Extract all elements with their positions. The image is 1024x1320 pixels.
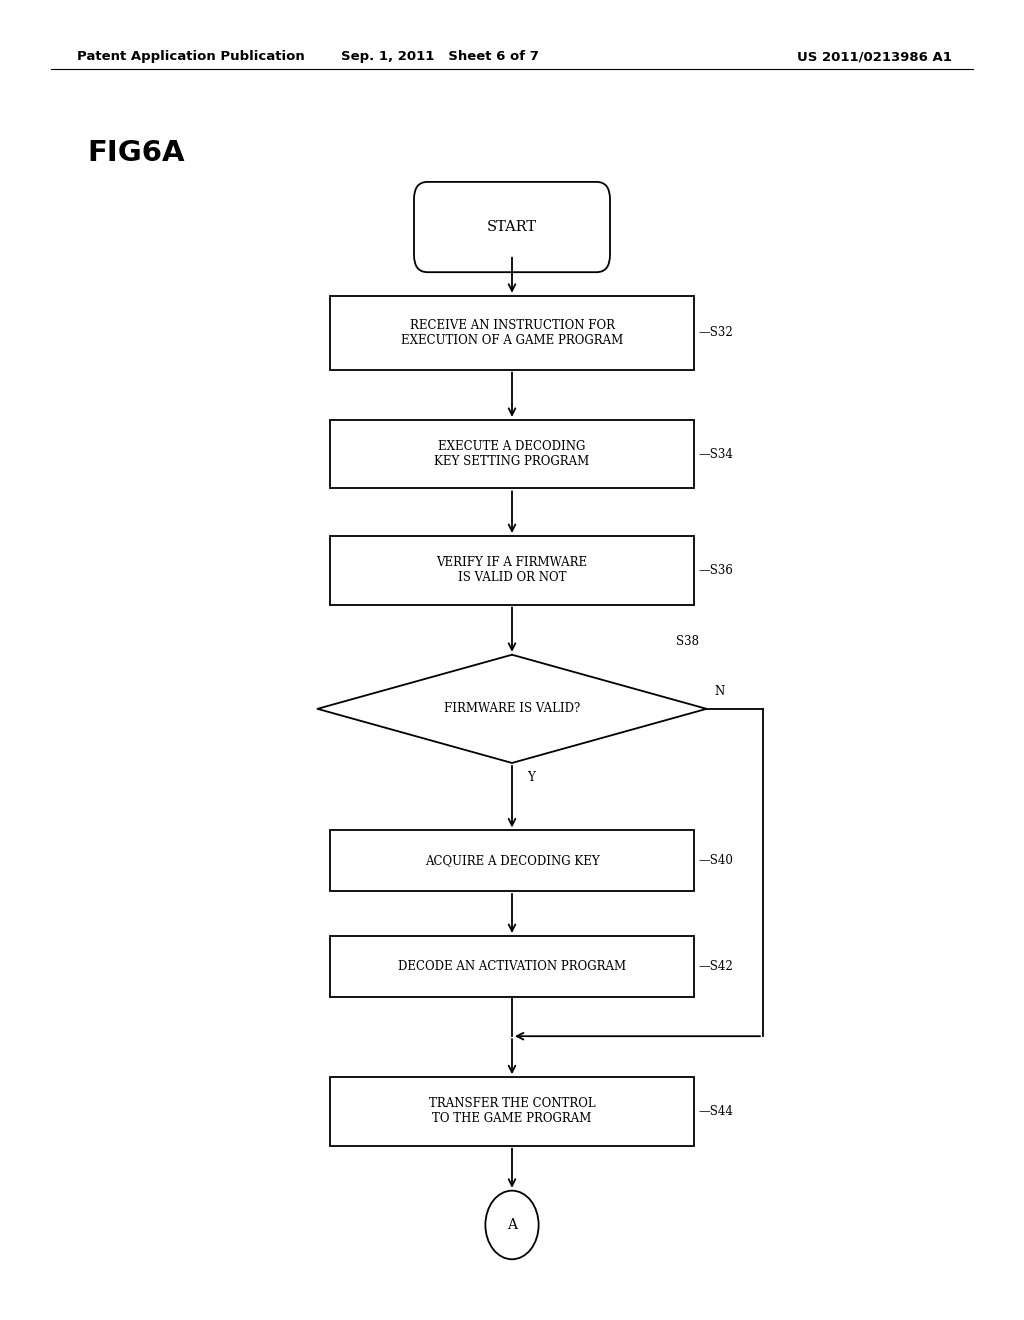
Text: EXECUTE A DECODING
KEY SETTING PROGRAM: EXECUTE A DECODING KEY SETTING PROGRAM bbox=[434, 440, 590, 469]
Bar bbox=[330, 830, 694, 891]
Polygon shape bbox=[317, 655, 707, 763]
Text: —S34: —S34 bbox=[698, 447, 734, 461]
Text: TRANSFER THE CONTROL
TO THE GAME PROGRAM: TRANSFER THE CONTROL TO THE GAME PROGRAM bbox=[429, 1097, 595, 1126]
Text: A: A bbox=[507, 1218, 517, 1232]
Text: S38: S38 bbox=[676, 635, 698, 648]
Text: FIG6A: FIG6A bbox=[87, 139, 184, 166]
Bar bbox=[330, 296, 694, 370]
Text: US 2011/0213986 A1: US 2011/0213986 A1 bbox=[798, 50, 952, 63]
Text: START: START bbox=[487, 220, 537, 234]
Text: VERIFY IF A FIRMWARE
IS VALID OR NOT: VERIFY IF A FIRMWARE IS VALID OR NOT bbox=[436, 556, 588, 585]
Text: ACQUIRE A DECODING KEY: ACQUIRE A DECODING KEY bbox=[425, 854, 599, 867]
Text: Y: Y bbox=[527, 771, 536, 784]
Text: —S32: —S32 bbox=[698, 326, 733, 339]
Text: Patent Application Publication: Patent Application Publication bbox=[77, 50, 304, 63]
Text: N: N bbox=[715, 685, 725, 698]
Bar bbox=[330, 1077, 694, 1146]
Text: —S36: —S36 bbox=[698, 564, 734, 577]
Text: DECODE AN ACTIVATION PROGRAM: DECODE AN ACTIVATION PROGRAM bbox=[398, 960, 626, 973]
Text: FIRMWARE IS VALID?: FIRMWARE IS VALID? bbox=[443, 702, 581, 715]
Bar bbox=[330, 420, 694, 488]
FancyBboxPatch shape bbox=[414, 182, 610, 272]
Text: —S44: —S44 bbox=[698, 1105, 734, 1118]
Text: —S42: —S42 bbox=[698, 960, 733, 973]
Bar bbox=[330, 936, 694, 997]
Text: RECEIVE AN INSTRUCTION FOR
EXECUTION OF A GAME PROGRAM: RECEIVE AN INSTRUCTION FOR EXECUTION OF … bbox=[400, 318, 624, 347]
Bar bbox=[330, 536, 694, 605]
Circle shape bbox=[485, 1191, 539, 1259]
Text: Sep. 1, 2011   Sheet 6 of 7: Sep. 1, 2011 Sheet 6 of 7 bbox=[341, 50, 540, 63]
Text: —S40: —S40 bbox=[698, 854, 734, 867]
